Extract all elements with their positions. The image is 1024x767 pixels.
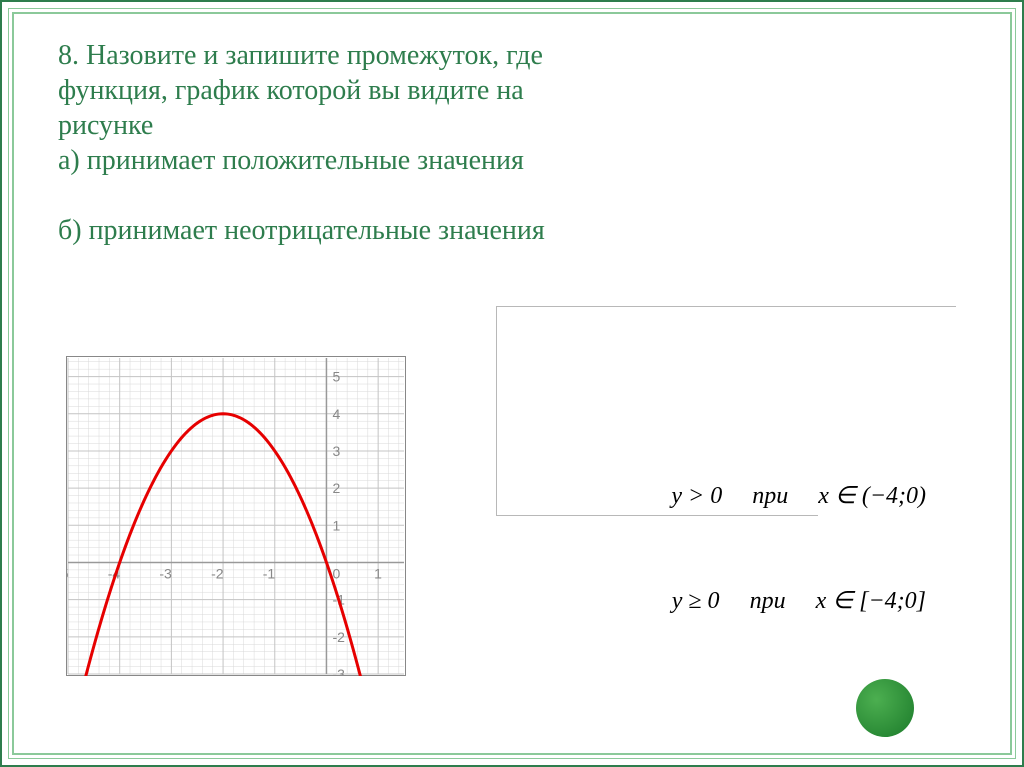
svg-text:-3: -3 xyxy=(159,565,172,581)
title-line-4: а) принимает положительные значения xyxy=(58,143,966,178)
chart-svg: -5-4-3-2-11-3-2-1123450 xyxy=(66,356,406,676)
slide-mid-frame: 8. Назовите и запишите промежуток, где ф… xyxy=(8,8,1016,759)
svg-text:1: 1 xyxy=(374,565,382,581)
answer-b-yge0: y ≥ 0 xyxy=(672,588,720,614)
svg-text:-2: -2 xyxy=(332,629,345,645)
svg-text:3: 3 xyxy=(332,443,340,459)
svg-text:-5: -5 xyxy=(66,565,69,581)
svg-text:4: 4 xyxy=(332,406,340,422)
answer-a-set: x ∈ (−4;0) xyxy=(818,483,926,509)
slide-inner-frame: 8. Назовите и запишите промежуток, где ф… xyxy=(12,12,1012,755)
answer-b-set: x ∈ [−4;0] xyxy=(816,588,926,614)
title-line-5: б) принимает неотрицательные значения xyxy=(58,213,966,248)
parabola-chart: -5-4-3-2-11-3-2-1123450 xyxy=(66,356,406,676)
svg-text:-2: -2 xyxy=(211,565,224,581)
answer-b-pri: при xyxy=(750,588,786,614)
slide-outer-frame: 8. Назовите и запишите промежуток, где ф… xyxy=(0,0,1024,767)
answer-a-ygt0: у > 0 xyxy=(671,483,722,509)
content-area: -5-4-3-2-11-3-2-1123450 у > 0 при x ∈ (−… xyxy=(58,256,966,676)
decorative-circle-icon xyxy=(856,679,914,737)
svg-text:5: 5 xyxy=(332,369,340,385)
svg-text:2: 2 xyxy=(332,480,340,496)
answer-a-underline xyxy=(497,515,818,516)
svg-text:-1: -1 xyxy=(263,565,276,581)
title-line-1: 8. Назовите и запишите промежуток, где xyxy=(58,38,966,73)
answer-b: y ≥ 0 при x ∈ [−4;0] xyxy=(496,586,956,615)
title-line-3: рисунке xyxy=(58,108,966,143)
answer-a-box: у > 0 при x ∈ (−4;0) xyxy=(496,306,956,516)
svg-text:0: 0 xyxy=(332,565,340,581)
svg-text:-3: -3 xyxy=(332,666,345,676)
title-line-2: функция, график которой вы видите на xyxy=(58,73,966,108)
answer-a-pri: при xyxy=(752,483,788,509)
title-blank xyxy=(58,178,966,213)
answer-a: у > 0 при x ∈ (−4;0) xyxy=(671,481,926,510)
svg-text:1: 1 xyxy=(332,517,340,533)
slide-title: 8. Назовите и запишите промежуток, где ф… xyxy=(58,38,966,248)
answers-block: у > 0 при x ∈ (−4;0) y ≥ 0 при x xyxy=(496,306,956,615)
